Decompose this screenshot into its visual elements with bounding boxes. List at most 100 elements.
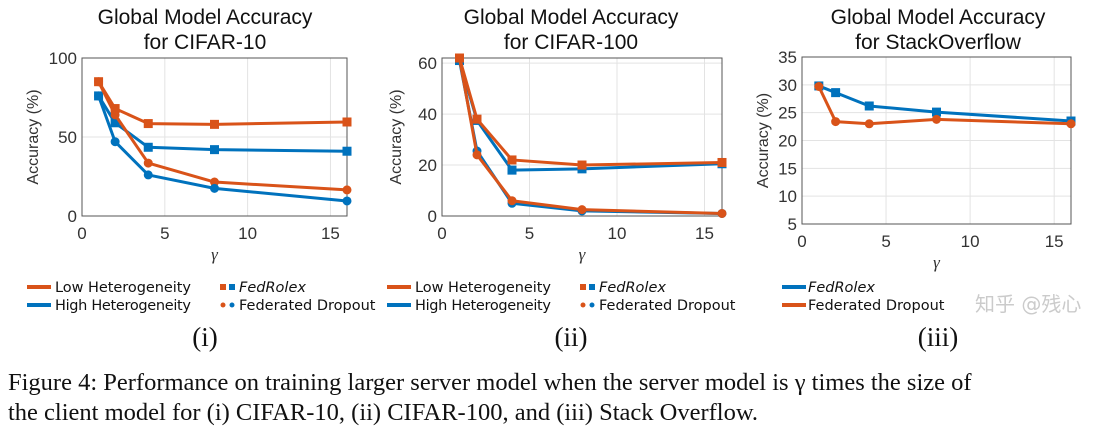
x-tick-label: 0 xyxy=(77,224,86,243)
data-point xyxy=(210,183,219,193)
x-axis-label: γ xyxy=(579,245,587,264)
x-tick-label: 10 xyxy=(961,232,980,251)
data-point xyxy=(455,53,464,63)
data-point xyxy=(507,165,517,175)
data-point xyxy=(472,150,482,160)
y-axis-label: Accuracy (%) xyxy=(755,93,772,188)
plot-area xyxy=(442,58,722,216)
subfigure-label-iii: (iii) xyxy=(917,322,959,352)
legend: Low Heterogeneity High Heterogeneity FedRo… xyxy=(27,280,376,314)
legend: FedRolex Federated Dropout xyxy=(782,280,945,314)
data-point xyxy=(94,91,104,101)
y-tick-label: 20 xyxy=(418,156,437,175)
y-tick-label: 10 xyxy=(778,187,797,206)
data-point xyxy=(143,142,153,152)
y-tick-label: 0 xyxy=(68,207,77,226)
chart-title-line: for StackOverflow xyxy=(855,31,1022,54)
data-point xyxy=(932,114,941,124)
data-point xyxy=(577,205,587,215)
legend-marker-blue xyxy=(229,284,235,290)
y-tick-label: 50 xyxy=(58,128,77,147)
data-point xyxy=(342,185,352,195)
y-tick-label: 15 xyxy=(778,159,797,178)
legend: Low Heterogeneity High Heterogeneity FedRo… xyxy=(387,280,736,314)
data-point xyxy=(110,137,120,147)
x-tick-label: 15 xyxy=(695,224,714,243)
subfigure-label-ii: (ii) xyxy=(554,322,588,352)
y-axis-label: Accuracy (%) xyxy=(25,89,42,184)
legend-label: Federated Dropout xyxy=(808,298,945,314)
x-tick-label: 15 xyxy=(321,224,340,243)
data-point xyxy=(342,117,352,127)
y-tick-label: 35 xyxy=(778,48,797,67)
y-tick-label: 40 xyxy=(418,105,437,124)
x-axis-label: γ xyxy=(211,245,219,264)
data-point xyxy=(507,196,517,206)
y-tick-label: 30 xyxy=(778,76,797,95)
legend-label: Federated Dropout xyxy=(599,298,736,314)
x-tick-label: 10 xyxy=(238,224,257,243)
data-point xyxy=(831,117,841,127)
y-tick-label: 100 xyxy=(49,49,77,68)
series-3 xyxy=(455,53,727,170)
legend-label: Federated Dropout xyxy=(239,298,376,314)
y-axis-label: Accuracy (%) xyxy=(388,89,405,184)
legend-marker-orange xyxy=(220,302,226,308)
x-tick-label: 5 xyxy=(525,224,534,243)
x-tick-label: 15 xyxy=(1045,232,1064,251)
subfigure-label-i: (i) xyxy=(192,322,218,352)
data-point xyxy=(717,157,727,167)
chart-title-line: for CIFAR-100 xyxy=(504,31,638,54)
data-point xyxy=(864,119,874,129)
data-point xyxy=(143,170,153,180)
legend-label: High Heterogeneity xyxy=(55,298,191,314)
y-tick-label: 60 xyxy=(418,54,437,73)
x-tick-label: 5 xyxy=(881,232,890,251)
series-2 xyxy=(94,91,352,156)
data-point xyxy=(94,77,104,87)
figure-caption: Figure 4: Performance on training larger… xyxy=(8,368,1108,428)
axes-box xyxy=(801,56,1072,225)
series-4 xyxy=(94,91,352,206)
series-4 xyxy=(455,53,727,218)
x-axis-label: γ xyxy=(933,253,941,272)
y-tick-label: 5 xyxy=(788,215,797,234)
data-point xyxy=(143,158,153,168)
data-point xyxy=(507,155,517,165)
series-3 xyxy=(94,77,352,195)
data-point xyxy=(110,110,120,120)
legend-marker-blue xyxy=(229,302,235,308)
series-2 xyxy=(814,82,1076,129)
caption-line-1: Figure 4: Performance on training larger… xyxy=(8,369,972,396)
x-tick-label: 10 xyxy=(608,224,627,243)
y-tick-label: 25 xyxy=(778,104,797,123)
chart-title-line: for CIFAR-10 xyxy=(144,31,267,54)
data-point xyxy=(1066,119,1076,129)
legend-label: FedRolex xyxy=(599,280,666,296)
data-point xyxy=(143,119,153,129)
data-point xyxy=(472,114,482,124)
legend-label: FedRolex xyxy=(239,280,306,296)
legend-label: FedRolex xyxy=(808,280,875,296)
x-tick-label: 5 xyxy=(160,224,169,243)
x-tick-label: 0 xyxy=(437,224,446,243)
legend-marker-orange xyxy=(580,302,586,308)
data-point xyxy=(342,146,352,156)
legend-label: Low Heterogeneity xyxy=(415,280,551,296)
axes-box xyxy=(441,57,723,217)
y-tick-label: 0 xyxy=(428,207,437,226)
data-point xyxy=(210,119,219,129)
y-tick-label: 20 xyxy=(778,132,797,151)
axes-box xyxy=(81,57,348,217)
chart-title-line: Global Model Accuracy xyxy=(464,6,679,29)
watermark: 知乎 @残心 xyxy=(975,292,1082,316)
data-point xyxy=(831,88,841,98)
chart-title-line: Global Model Accuracy xyxy=(831,6,1046,29)
legend-marker-orange xyxy=(220,284,226,290)
data-point xyxy=(577,160,587,170)
x-tick-label: 0 xyxy=(797,232,806,251)
